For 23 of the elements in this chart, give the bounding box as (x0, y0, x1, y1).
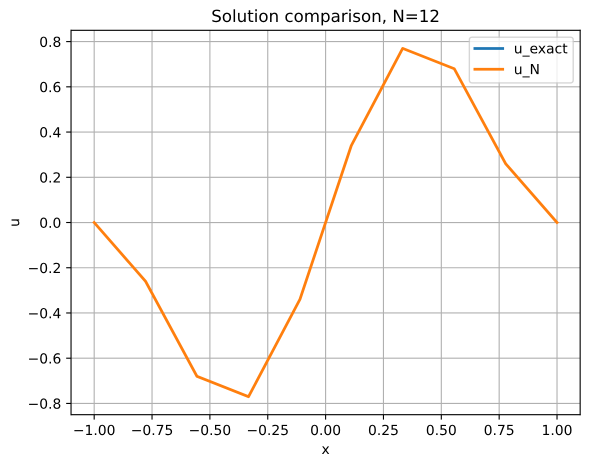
y-tick-label: 0.6 (40, 82, 60, 92)
y-tick-label: 0.4 (40, 127, 61, 138)
y-tick-label: 0.2 (40, 172, 60, 183)
x-tick-label: −0.75 (132, 424, 172, 436)
x-axis-title: x (322, 446, 330, 454)
x-tick-label: 0.00 (311, 424, 340, 436)
y-tick-label: −0.6 (29, 353, 60, 364)
y-tick-label: −0.2 (29, 262, 60, 274)
x-tick-label: −1.00 (74, 424, 115, 436)
x-tick-label: 1.00 (543, 424, 572, 436)
y-tick-label: 0.8 (40, 36, 60, 48)
legend-label: u_N (514, 64, 539, 78)
x-tick-label: 0.50 (426, 424, 456, 436)
y-tick-label: 0.0 (40, 217, 60, 228)
chart-title: Solution comparison, N=12 (212, 9, 438, 26)
y-axis-title: u (11, 219, 20, 226)
y-tick-label: −0.8 (29, 398, 60, 409)
x-tick-label: 0.75 (484, 424, 514, 436)
x-tick-label: 0.25 (368, 424, 398, 436)
y-tick-label: −0.4 (29, 308, 61, 318)
x-tick-label: −0.50 (190, 424, 230, 436)
legend-label: u_exact (514, 44, 568, 57)
x-tick-label: −0.25 (248, 424, 288, 436)
